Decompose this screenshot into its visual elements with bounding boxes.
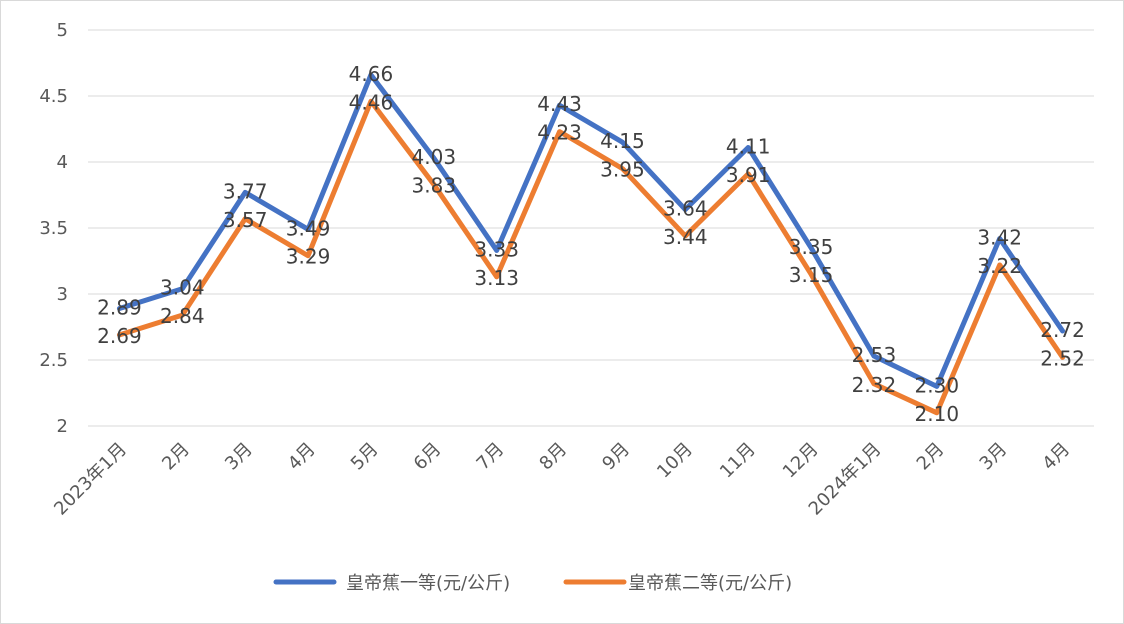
x-tick-label: 7月 <box>473 439 509 475</box>
series-line-grade-2 <box>116 98 1066 416</box>
data-label: 3.22 <box>977 254 1022 278</box>
data-label: 4.46 <box>349 90 394 114</box>
data-labels: 2.89 3.04 3.77 3.49 4.66 4.03 3.33 4.43 4.15 3.64… <box>97 62 1085 426</box>
series-line-grade-1 <box>116 72 1066 389</box>
data-label: 3.49 <box>286 216 331 240</box>
x-tick-label: 9月 <box>598 439 634 475</box>
legend-label: 皇帝蕉二等(元/公斤) <box>628 573 792 594</box>
data-label: 3.42 <box>977 226 1022 250</box>
data-label: 2.72 <box>1040 318 1085 342</box>
legend-label: 皇帝蕉一等(元/公斤) <box>346 573 510 594</box>
x-tick-label: 2023年1月 <box>50 439 131 520</box>
legend: 皇帝蕉一等(元/公斤) 皇帝蕉二等(元/公斤) <box>273 573 792 594</box>
x-tick-label: 6月 <box>410 439 446 475</box>
data-label: 3.33 <box>474 237 519 261</box>
data-label: 4.15 <box>600 129 645 153</box>
y-axis-ticks: 2 2.5 3 3.5 4 4.5 5 <box>39 20 68 437</box>
x-tick-label: 3月 <box>221 439 257 475</box>
data-label: 3.64 <box>663 197 708 221</box>
gridlines <box>88 29 1094 427</box>
data-label: 3.15 <box>789 263 834 287</box>
y-tick-label: 4.5 <box>39 86 68 107</box>
data-label: 3.04 <box>160 276 205 300</box>
x-tick-label: 4月 <box>1038 439 1074 475</box>
data-label: 3.57 <box>223 208 268 232</box>
x-tick-label: 10月 <box>653 439 697 483</box>
data-label: 3.35 <box>789 235 834 259</box>
data-label: 3.13 <box>474 266 519 290</box>
data-label: 3.77 <box>223 179 268 203</box>
series-lines <box>116 72 1066 416</box>
y-tick-label: 3 <box>57 284 68 305</box>
x-tick-label: 5月 <box>347 439 383 475</box>
y-tick-label: 4 <box>57 152 68 173</box>
y-tick-label: 3.5 <box>39 218 68 239</box>
data-label: 2.30 <box>915 373 960 397</box>
data-label: 3.44 <box>663 225 708 249</box>
data-label: 2.10 <box>915 402 960 426</box>
data-label: 3.95 <box>600 158 645 182</box>
x-tick-label: 3月 <box>976 439 1012 475</box>
data-label: 2.89 <box>97 296 142 320</box>
y-tick-label: 2 <box>57 416 68 437</box>
x-tick-label: 2月 <box>158 439 194 475</box>
x-tick-label: 8月 <box>535 439 571 475</box>
data-label: 3.83 <box>412 173 457 197</box>
data-label: 2.69 <box>97 324 142 348</box>
data-label: 4.23 <box>537 121 582 145</box>
y-tick-label: 2.5 <box>39 350 68 371</box>
y-tick-label: 5 <box>57 20 68 41</box>
data-label: 4.11 <box>726 134 771 158</box>
data-label: 3.29 <box>286 245 331 269</box>
x-tick-label: 4月 <box>284 439 320 475</box>
data-label: 2.52 <box>1040 346 1085 370</box>
data-label: 2.84 <box>160 304 205 328</box>
x-tick-label: 11月 <box>716 439 760 483</box>
data-label: 4.43 <box>537 92 582 116</box>
data-label: 4.03 <box>412 145 457 169</box>
data-label: 3.91 <box>726 163 771 187</box>
x-tick-label: 2月 <box>913 439 949 475</box>
data-label: 2.32 <box>852 373 897 397</box>
x-tick-label: 12月 <box>779 439 823 483</box>
data-label: 4.66 <box>349 62 394 86</box>
data-label: 2.53 <box>852 343 897 367</box>
